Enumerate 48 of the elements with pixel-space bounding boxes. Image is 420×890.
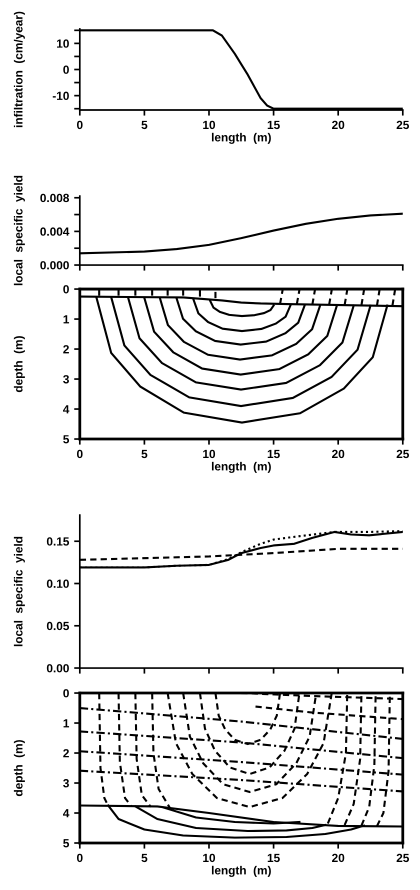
x-tick-label: 25 — [396, 450, 410, 458]
y-tick-label: 0 — [63, 689, 69, 698]
y-tick-label: 0.004 — [40, 227, 70, 236]
x-tick-label: 20 — [332, 450, 344, 458]
y-tick-label: 3 — [63, 779, 69, 788]
y-tick-label: -10 — [52, 92, 69, 100]
y-tick-label: 0.10 — [46, 580, 69, 588]
y-tick-label: 5 — [63, 435, 70, 444]
x-tick-label: 20 — [332, 854, 344, 862]
x-tick-label: 10 — [203, 120, 216, 130]
y-tick-label: 0.15 — [46, 537, 70, 546]
y-tick-label: 3 — [63, 375, 69, 384]
y-tick-label: 4 — [62, 809, 70, 818]
x-tick-label: 10 — [203, 450, 216, 458]
x-tick-label: 0 — [76, 854, 83, 862]
x-tick-label: 0 — [76, 450, 83, 458]
y-axis-title: local specific yield — [14, 536, 25, 646]
x-tick-label: 20 — [332, 120, 344, 130]
x-tick-label: 15 — [268, 450, 280, 458]
x-axis-title: length (m) — [212, 866, 271, 877]
x-tick-label: 5 — [141, 450, 148, 458]
x-axis-title: length (m) — [212, 462, 271, 473]
y-tick-label: 4 — [62, 405, 70, 414]
x-axis-title: length (m) — [212, 132, 271, 144]
x-tick-label: 10 — [203, 854, 216, 862]
y-tick-label: 1 — [64, 315, 70, 324]
y-tick-label: 1 — [64, 719, 70, 728]
y-tick-label: 0.000 — [40, 261, 69, 270]
y-tick-label: 0.00 — [46, 664, 69, 672]
y-tick-label: 0.05 — [46, 622, 70, 630]
y-tick-label: 2 — [63, 749, 69, 758]
y-tick-label: 0.008 — [40, 194, 70, 202]
y-tick-label: 5 — [63, 839, 70, 848]
x-tick-label: 25 — [396, 854, 410, 862]
x-tick-label: 15 — [268, 120, 280, 130]
x-tick-label: 15 — [268, 854, 280, 862]
x-tick-label: 0 — [76, 120, 83, 130]
y-tick-label: 0 — [63, 285, 69, 294]
y-tick-label: 0 — [63, 66, 69, 74]
x-tick-label: 25 — [396, 120, 410, 130]
y-axis-title: local specific yield — [14, 176, 25, 286]
y-tick-label: 10 — [56, 39, 69, 48]
y-tick-label: 2 — [63, 345, 69, 354]
y-axis-title: depth (m) — [14, 740, 25, 796]
x-tick-label: 5 — [141, 854, 148, 862]
y-axis-title: infiltration (cm/year) — [14, 12, 25, 128]
y-axis-title: depth (m) — [14, 336, 25, 392]
x-tick-label: 5 — [141, 120, 148, 130]
